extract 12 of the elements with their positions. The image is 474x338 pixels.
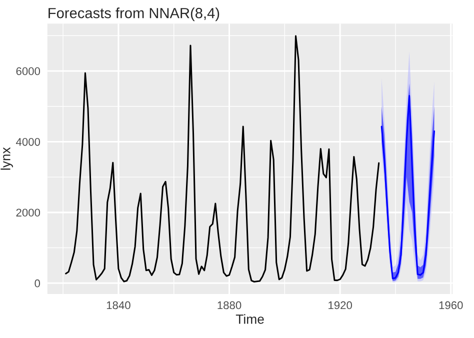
line-series bbox=[65, 35, 380, 283]
x-tick-label: 1840 bbox=[106, 301, 130, 310]
y-tick-label: 0 bbox=[34, 279, 40, 288]
x-tick-label: 1880 bbox=[218, 301, 242, 310]
y-tick-label: 6000 bbox=[16, 67, 40, 76]
x-tick-label: 1920 bbox=[328, 301, 352, 310]
chart-title: Forecasts from NNAR(8,4) bbox=[48, 8, 220, 22]
x-axis-title: Time bbox=[236, 314, 264, 324]
x-tick-label: 1960 bbox=[439, 301, 463, 310]
y-tick-label: 4000 bbox=[16, 138, 40, 146]
y-tick-label: 2000 bbox=[16, 208, 40, 217]
y-axis-title: lynx bbox=[0, 147, 13, 170]
